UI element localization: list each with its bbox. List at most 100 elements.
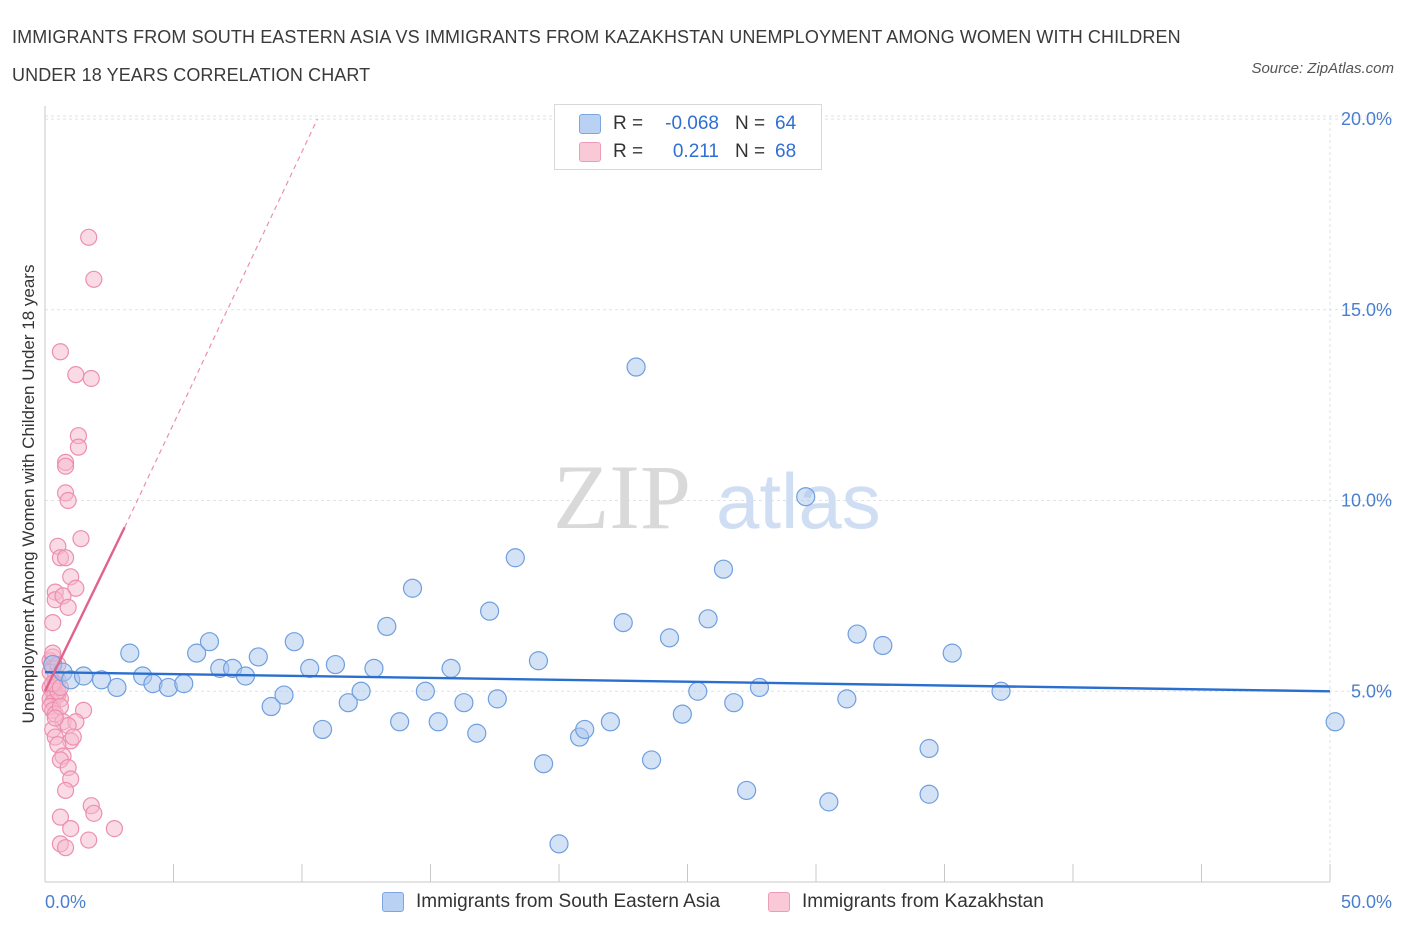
- y-axis-label: Unemployment Among Women with Children U…: [19, 265, 38, 724]
- y-tick-label: 15.0%: [1341, 300, 1392, 320]
- south-eastern-asia-point: [91, 670, 112, 690]
- south-eastern-asia-point: [390, 712, 410, 732]
- kazakhstan-point: [67, 366, 85, 384]
- south-eastern-asia-point: [837, 689, 857, 709]
- kazakhstan-point: [69, 438, 88, 456]
- watermark-zip: ZIP: [553, 446, 691, 548]
- south-eastern-asia-point: [724, 693, 744, 713]
- series-swatch-blue-icon: [382, 892, 404, 912]
- kazakhstan-point: [67, 579, 85, 597]
- kazakhstan-point: [64, 728, 82, 746]
- legend-swatch-blue-icon: [579, 114, 601, 134]
- south-eastern-asia-point: [749, 677, 770, 698]
- legend-n-value: 68: [775, 141, 797, 162]
- south-eastern-asia-point: [575, 719, 595, 740]
- series-name: Immigrants from South Eastern Asia: [416, 891, 721, 912]
- south-eastern-asia-point: [613, 613, 633, 633]
- south-eastern-asia-point: [737, 780, 757, 801]
- south-eastern-asia-point: [919, 784, 939, 804]
- south-eastern-asia-point: [274, 685, 294, 705]
- south-eastern-asia-point: [248, 647, 268, 667]
- kazakhstan-point: [82, 369, 100, 388]
- y-tick-label: 5.0%: [1351, 681, 1392, 701]
- x-tick-label: 0.0%: [45, 892, 86, 912]
- legend-r-value: 0.211: [672, 141, 719, 162]
- south-eastern-asia-point: [199, 632, 220, 652]
- series-legend-south-eastern-asia: Immigrants from South Eastern Asia: [382, 889, 720, 915]
- legend-swatch-pink-icon: [579, 142, 601, 162]
- south-eastern-asia-point: [338, 693, 358, 713]
- south-eastern-asia-point: [487, 689, 507, 709]
- south-eastern-asia-point: [698, 609, 718, 629]
- kazakhstan-points: [41, 228, 123, 857]
- south-eastern-asia-point: [428, 712, 448, 732]
- series-swatch-pink-icon: [768, 892, 790, 912]
- south-eastern-asia-point: [377, 616, 397, 637]
- correlation-legend: R = -0.068 N = 64 R = 0.211 N = 68: [554, 104, 822, 170]
- south-eastern-asia-point: [480, 601, 500, 621]
- south-eastern-asia-point: [819, 792, 839, 812]
- south-eastern-asia-point: [107, 677, 127, 698]
- chart-title: IMMIGRANTS FROM SOUTH EASTERN ASIA VS IM…: [12, 27, 1181, 85]
- axes: [44, 106, 1331, 883]
- south-eastern-asia-point: [641, 750, 662, 770]
- south-eastern-asia-point: [919, 738, 939, 759]
- south-eastern-asia-point: [626, 357, 646, 377]
- south-eastern-asia-point: [528, 651, 549, 671]
- south-eastern-asia-point: [402, 578, 423, 598]
- y-tick-label: 10.0%: [1341, 491, 1392, 511]
- south-eastern-asia-point: [300, 658, 320, 678]
- kazakhstan-point: [59, 491, 77, 510]
- trend-lines: [43, 118, 1331, 693]
- south-eastern-asia-point: [312, 719, 333, 740]
- south-eastern-asia-point: [325, 654, 346, 675]
- south-eastern-asia-point: [549, 834, 569, 854]
- south-eastern-asia-point: [533, 754, 554, 774]
- south-eastern-asia-point: [284, 632, 304, 652]
- legend-n-value: 64: [775, 113, 797, 134]
- legend-n-label: N =: [735, 113, 766, 134]
- source-label: Source: ZipAtlas.com: [1251, 60, 1394, 77]
- y-tick-label: 20.0%: [1341, 109, 1392, 129]
- kazakhstan-point: [56, 839, 75, 857]
- x-tick-label: 50.0%: [1341, 892, 1392, 912]
- kazakhstan-point: [80, 831, 98, 849]
- kazakhstan-trend-line: [43, 526, 126, 692]
- kazakhstan-point: [62, 819, 80, 838]
- south-eastern-asia-trend-line: [44, 670, 1331, 693]
- kazakhstan-point: [56, 457, 75, 475]
- south-eastern-asia-point: [415, 681, 435, 701]
- kazakhstan-point: [80, 228, 98, 246]
- south-eastern-asia-point: [454, 693, 474, 713]
- south-eastern-asia-point: [351, 681, 371, 701]
- south-eastern-asia-point: [659, 628, 680, 648]
- south-eastern-asia-point: [364, 658, 384, 678]
- kazakhstan-point: [105, 819, 123, 838]
- legend-n-label: N =: [735, 141, 766, 162]
- kazakhstan-point: [44, 614, 62, 632]
- south-eastern-asia-point: [261, 696, 281, 717]
- south-eastern-asia-point: [942, 643, 962, 663]
- kazakhstan-point: [72, 530, 90, 548]
- south-eastern-asia-point: [467, 723, 487, 743]
- tick-labels: 5.0% 10.0% 15.0% 20.0% 0.0% 50.0%: [45, 109, 1392, 912]
- series-name: Immigrants from Kazakhstan: [802, 891, 1044, 912]
- south-eastern-asia-point: [600, 712, 621, 732]
- south-eastern-asia-point: [713, 559, 734, 579]
- south-eastern-asia-point: [873, 635, 893, 656]
- kazakhstan-trend-extension: [124, 118, 318, 528]
- south-eastern-asia-point: [688, 681, 708, 701]
- south-eastern-asia-point: [187, 643, 207, 663]
- south-eastern-asia-point: [174, 674, 194, 694]
- kazakhstan-point: [59, 598, 77, 616]
- kazakhstan-point: [56, 781, 75, 800]
- south-eastern-asia-point: [991, 681, 1011, 701]
- kazakhstan-point: [56, 549, 75, 567]
- legend-r-value: -0.068: [665, 113, 719, 134]
- south-eastern-asia-point: [505, 548, 525, 568]
- south-eastern-asia-point: [1325, 712, 1345, 732]
- watermark: ZIP atlas: [553, 446, 881, 548]
- south-eastern-asia-point: [73, 666, 94, 686]
- legend-r-label: R =: [613, 113, 644, 134]
